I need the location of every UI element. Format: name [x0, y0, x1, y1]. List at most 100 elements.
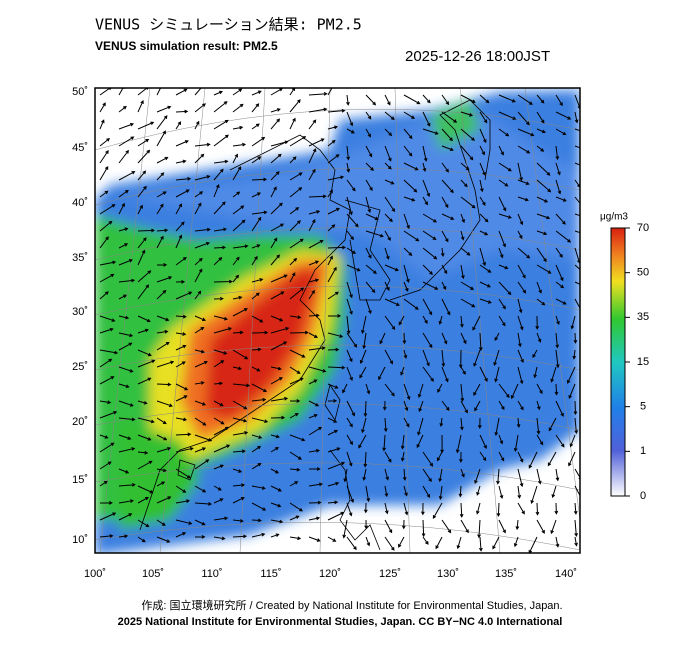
wind-arrow — [384, 281, 390, 291]
wind-arrow — [156, 88, 162, 96]
wind-arrow — [194, 103, 206, 113]
wind-arrow — [232, 256, 240, 266]
wind-arrow — [194, 290, 202, 300]
wind-arrow — [533, 366, 538, 379]
wind-arrow — [251, 210, 268, 215]
wind-arrow — [213, 315, 228, 321]
wind-arrow — [365, 536, 371, 547]
wind-arrow — [342, 383, 348, 394]
wind-arrow — [232, 417, 248, 423]
wind-arrow — [251, 278, 264, 283]
wind-arrow — [498, 94, 516, 103]
wind-arrow — [251, 417, 269, 423]
wind-arrow — [346, 536, 357, 551]
wind-arrow — [137, 204, 143, 215]
wind-arrow — [555, 196, 567, 202]
wind-arrow — [384, 196, 396, 213]
wind-arrow — [213, 498, 224, 504]
wind-arrow — [517, 451, 524, 463]
wind-arrow — [327, 481, 340, 487]
wind-arrow — [441, 264, 448, 275]
wind-arrow — [99, 273, 115, 283]
wind-arrow — [327, 383, 339, 389]
wind-arrow — [118, 483, 136, 487]
wind-arrow — [384, 485, 389, 498]
wind-arrow — [289, 377, 304, 385]
wind-arrow — [118, 88, 125, 96]
axis-labels: 50˚ 45˚ 40˚ 35˚ 30˚ 25˚ 20˚ 15˚ 10˚ 100˚ 105˚ 110˚ 1… — [72, 86, 577, 580]
wind-arrow — [308, 92, 328, 96]
wind-arrow — [460, 230, 465, 241]
wind-arrow — [289, 238, 304, 249]
wind-arrow — [289, 399, 301, 403]
wind-arrow — [156, 156, 169, 164]
wind-arrow — [517, 281, 527, 294]
map — [95, 88, 580, 553]
wind-arrow — [99, 327, 114, 334]
wind-arrow — [327, 417, 338, 423]
colorbar-unit: μg/m3 — [600, 212, 628, 223]
wind-arrow — [175, 279, 186, 284]
wind-arrow — [363, 451, 368, 468]
lon-label: 115˚ — [260, 568, 281, 580]
wind-arrow — [476, 502, 481, 515]
wind-arrow — [137, 270, 152, 283]
wind-arrow — [384, 111, 395, 121]
wind-arrow — [232, 383, 251, 388]
wind-arrow — [251, 156, 262, 164]
wind-arrow — [137, 149, 151, 164]
wind-arrow — [403, 111, 416, 119]
wind-arrow — [270, 327, 290, 334]
wind-arrow — [194, 381, 205, 385]
wind-arrow — [137, 400, 148, 405]
wind-arrow — [99, 260, 117, 266]
wind-arrow — [498, 315, 506, 327]
wind-arrow — [555, 434, 565, 448]
wind-arrow — [289, 187, 303, 198]
lat-label: 45˚ — [72, 142, 88, 154]
wind-arrow — [99, 376, 115, 385]
wind-arrow — [363, 400, 368, 418]
wind-arrow — [479, 298, 492, 304]
wind-arrow — [308, 516, 321, 521]
wind-arrow — [137, 359, 156, 368]
wind-arrow — [232, 274, 240, 283]
wind-arrow — [365, 230, 384, 238]
wind-arrow — [555, 468, 560, 482]
wind-arrow — [270, 485, 282, 492]
wind-arrow — [460, 281, 475, 290]
wind-arrow — [270, 171, 280, 181]
wind-arrow — [175, 432, 192, 437]
wind-arrow — [99, 349, 119, 355]
wind-arrow — [327, 511, 345, 521]
colorbar-tick-label: 1 — [640, 445, 646, 457]
wind-arrow — [555, 298, 567, 305]
wind-arrow — [536, 281, 542, 294]
wind-arrow — [308, 467, 321, 471]
wind-arrow — [118, 259, 133, 266]
wind-arrow — [441, 179, 454, 194]
wind-arrow — [346, 111, 354, 127]
wind-arrow — [536, 213, 551, 220]
wind-arrow — [137, 434, 152, 441]
wind-arrow — [422, 111, 431, 127]
wind-arrow — [118, 294, 128, 300]
wind-arrow — [422, 196, 428, 206]
wind-arrow — [232, 295, 243, 300]
wind-arrow — [289, 172, 303, 181]
wind-arrow — [422, 179, 431, 198]
wind-arrow — [346, 162, 351, 173]
wind-arrow — [494, 417, 500, 437]
wind-arrow — [555, 145, 560, 161]
wind-arrow — [384, 536, 395, 551]
wind-arrow — [365, 128, 371, 138]
wind-arrow — [137, 170, 147, 181]
wind-arrow — [156, 468, 167, 473]
wind-arrow — [492, 536, 500, 550]
wind-arrow — [232, 205, 245, 215]
wind-arrow — [327, 291, 339, 300]
wind-arrow — [118, 315, 130, 320]
wind-arrow — [472, 315, 481, 331]
wind-arrow — [308, 500, 322, 505]
wind-arrow — [156, 315, 170, 322]
